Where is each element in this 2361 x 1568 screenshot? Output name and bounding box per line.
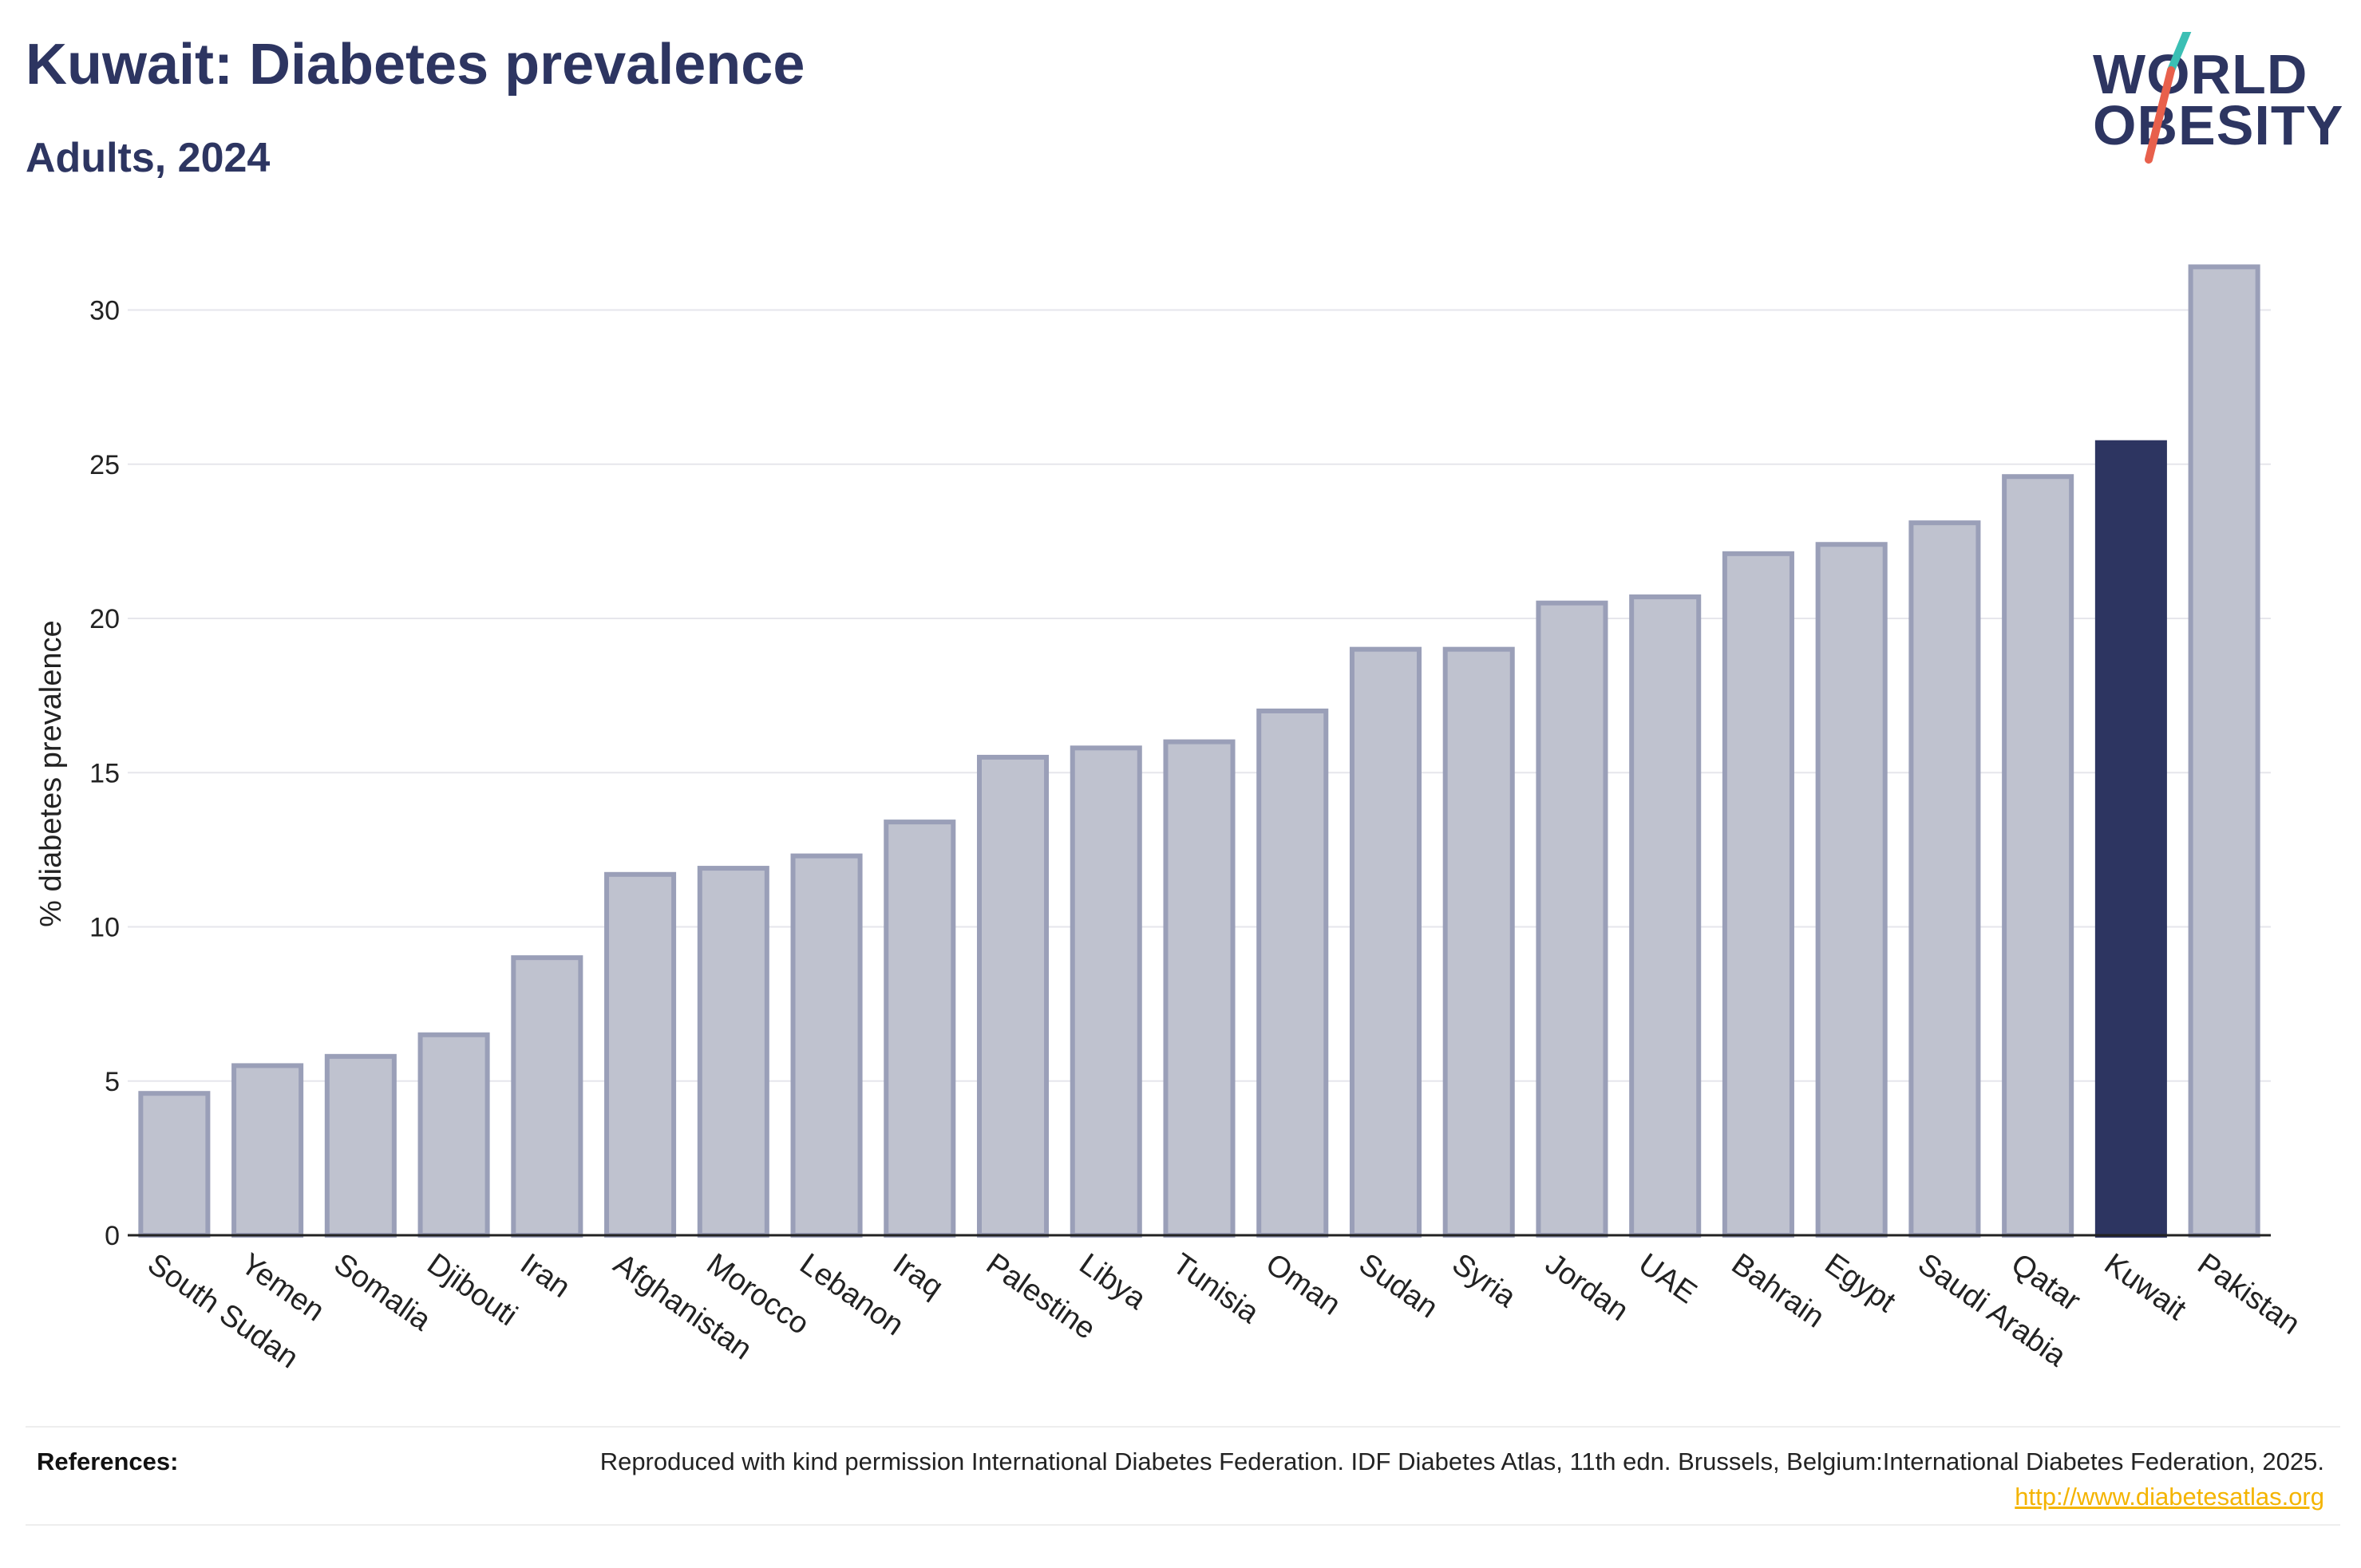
x-tick-label: Pakistan — [2191, 1247, 2305, 1341]
bar — [1722, 551, 1794, 1238]
x-tick-label: Jordan — [1539, 1247, 1634, 1328]
bar — [1349, 646, 1422, 1238]
x-tick-label: Lebanon — [793, 1247, 909, 1342]
bar — [1536, 600, 1608, 1238]
bar — [976, 754, 1050, 1238]
bar — [604, 871, 677, 1238]
y-tick-label: 15 — [89, 758, 120, 788]
x-tick-label: Egypt — [1819, 1247, 1902, 1319]
y-tick-label: 20 — [89, 604, 120, 634]
world-obesity-logo: WORLD OBESITY — [2083, 32, 2355, 176]
divider-top — [26, 1426, 2340, 1428]
bar — [790, 853, 863, 1238]
references-text: Reproduced with kind permission Internat… — [528, 1444, 2324, 1515]
bar — [324, 1053, 397, 1238]
x-tick-label: Iraq — [887, 1247, 949, 1305]
x-tick-label: UAE — [1632, 1247, 1703, 1310]
bar — [1442, 646, 1515, 1238]
x-tick-label: Somalia — [328, 1247, 437, 1338]
x-tick-label: Iran — [514, 1247, 576, 1305]
x-tick-label: Tunisia — [1166, 1247, 1265, 1330]
chart-subtitle: Adults, 2024 — [26, 135, 271, 181]
y-tick-label: 25 — [89, 450, 120, 480]
x-tick-label: Djibouti — [421, 1247, 523, 1333]
bar — [1256, 708, 1329, 1238]
references-link[interactable]: http://www.diabetesatlas.org — [2015, 1483, 2324, 1511]
x-tick-label: Syria — [1446, 1247, 1523, 1315]
bar — [231, 1063, 304, 1238]
references-body: Reproduced with kind permission Internat… — [599, 1448, 2324, 1475]
bar — [697, 866, 769, 1238]
bar — [1908, 520, 1981, 1238]
x-tick-label: Kuwait — [2098, 1247, 2193, 1327]
x-tick-label: Libya — [1074, 1247, 1153, 1317]
bar — [511, 955, 583, 1238]
bar — [1070, 745, 1142, 1238]
bar — [1163, 739, 1236, 1238]
bar — [1629, 594, 1702, 1238]
bar — [2002, 474, 2074, 1238]
bar — [2094, 440, 2167, 1238]
x-tick-label: Sudan — [1353, 1247, 1444, 1325]
bar — [2188, 264, 2260, 1238]
y-axis-title: % diabetes prevalence — [34, 620, 68, 926]
x-tick-label: Oman — [1260, 1247, 1347, 1322]
chart-title: Kuwait: Diabetes prevalence — [26, 33, 805, 97]
bar — [1815, 542, 1888, 1238]
y-tick-label: 0 — [105, 1221, 120, 1251]
logo-slash-icon — [2145, 32, 2192, 164]
references-label: References: — [37, 1448, 179, 1475]
y-tick-label: 10 — [89, 913, 120, 943]
bar — [138, 1091, 211, 1238]
divider-bottom — [26, 1524, 2340, 1526]
y-tick-label: 30 — [89, 296, 120, 326]
bar — [417, 1032, 490, 1238]
x-tick-label: Bahrain — [1726, 1247, 1830, 1335]
y-tick-label: 5 — [105, 1067, 120, 1097]
logo-line-2: OBESITY — [2093, 94, 2344, 156]
logo-line-1: WORLD — [2093, 43, 2308, 105]
bar — [884, 820, 956, 1238]
